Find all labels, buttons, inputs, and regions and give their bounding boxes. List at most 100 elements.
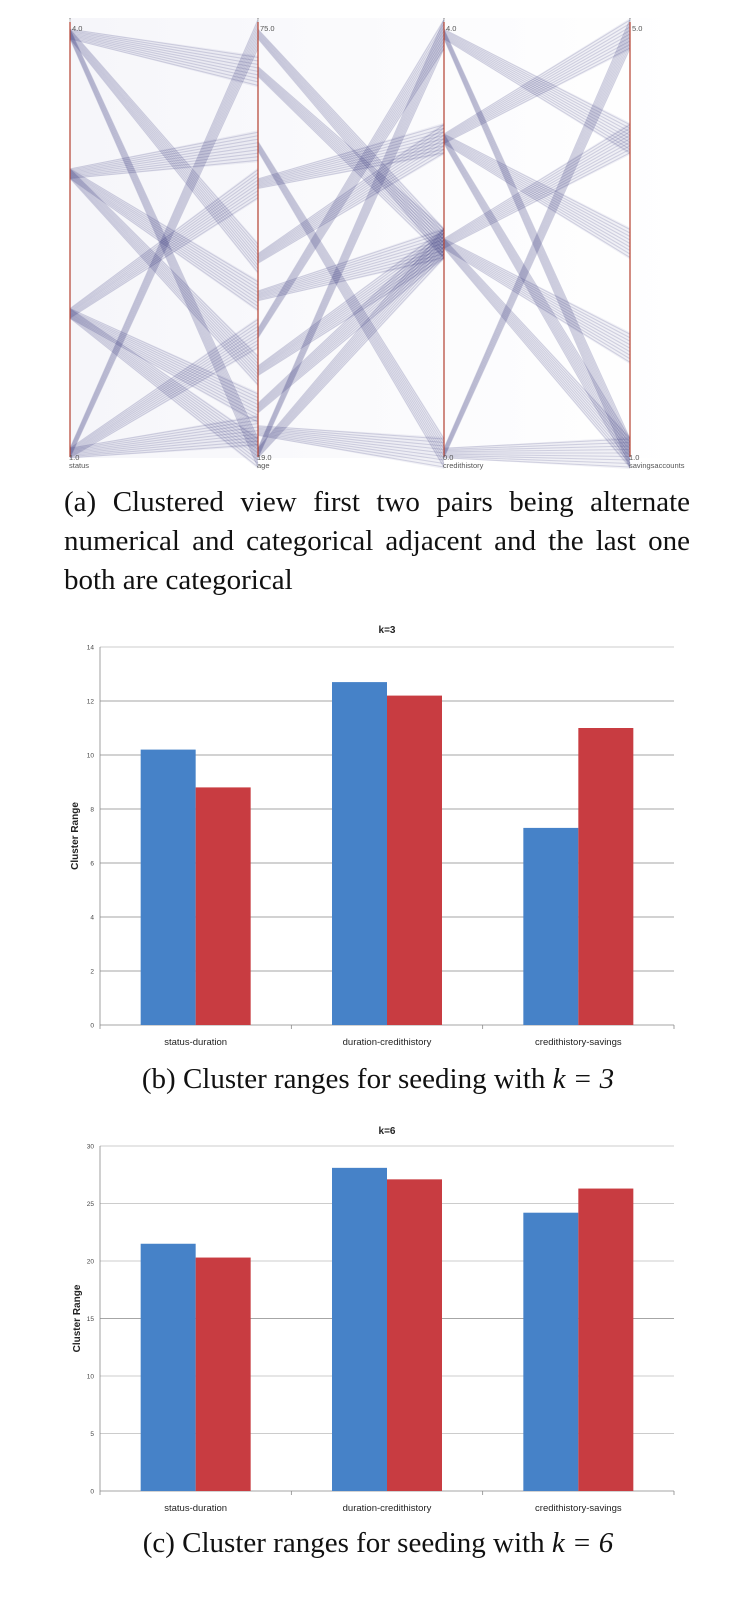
cluster-band-line <box>443 152 631 249</box>
cluster-band-line <box>257 428 445 451</box>
bar-duration-credithistory-series-2 <box>387 695 442 1025</box>
cluster-band-line <box>443 138 631 454</box>
cluster-band-line <box>69 310 259 402</box>
cluster-band-line <box>69 172 259 293</box>
cluster-band-line <box>69 309 259 399</box>
chart-title: k=6 <box>379 1126 396 1137</box>
cluster-band-line <box>257 253 445 301</box>
cluster-band-line <box>69 309 259 443</box>
cluster-band <box>70 130 258 179</box>
parallel-coordinates-plot: ↑ 4.0 1.0 status ↑ 75.0 19.0 age ↑ 4.0 0.0 credithi… <box>58 10 688 480</box>
cluster-band-line <box>257 75 445 258</box>
cluster-band-line <box>69 176 259 382</box>
cluster-band-line <box>257 141 445 186</box>
cluster-band <box>444 18 630 458</box>
cluster-band-line <box>443 35 631 147</box>
cluster-band-line <box>69 156 259 178</box>
cluster-band-line <box>257 68 445 237</box>
cluster-band-line <box>69 314 259 413</box>
cluster-band-line <box>443 23 631 136</box>
cluster-band-line <box>443 37 631 464</box>
cluster-band-line <box>257 127 445 181</box>
cluster-band-line <box>69 33 259 454</box>
cluster-band-line <box>69 311 259 406</box>
cluster-band <box>70 29 258 469</box>
cluster-band-line <box>443 239 631 443</box>
cluster-band-line <box>257 71 445 244</box>
cluster-band-line <box>257 144 445 450</box>
cluster-band-line <box>443 23 631 450</box>
caption-b-text: Cluster ranges for seeding with <box>182 1063 553 1095</box>
cluster-band-line <box>257 229 445 367</box>
cluster-band-line <box>443 47 631 459</box>
y-tick-label: 25 <box>87 1201 95 1208</box>
bar-duration-credithistory-series-1 <box>332 682 387 1025</box>
caption-b-k: k = 3 <box>552 1063 615 1095</box>
cluster-band-line <box>257 232 445 368</box>
cluster-band-line <box>257 36 445 251</box>
cluster-band <box>444 29 630 155</box>
cluster-band-line <box>443 135 631 237</box>
axis-name-credithistory: credithistory <box>443 461 484 470</box>
cluster-band-line <box>257 246 445 298</box>
bar-credithistory-savings-series-1 <box>523 1212 579 1491</box>
cluster-band-line <box>257 145 445 454</box>
cluster-band <box>70 317 258 458</box>
cluster-band-line <box>257 30 445 333</box>
y-tick-label: 8 <box>90 807 94 814</box>
axis-min-label-savingsaccounts: 1.0 <box>629 453 639 462</box>
x-tick-label: duration-credithistory <box>343 1503 432 1514</box>
axis-max-label-savingsaccounts: 5.0 <box>632 24 642 33</box>
cluster-band-line <box>69 169 259 286</box>
cluster-band-line <box>69 152 259 177</box>
cluster-band-line <box>69 170 259 290</box>
caption-b-tag: (b) <box>141 1063 176 1095</box>
cluster-band-line <box>69 433 259 455</box>
cluster-band-line <box>69 308 259 440</box>
cluster-band-line <box>257 431 445 458</box>
y-tick-label: 0 <box>90 1023 94 1030</box>
cluster-band-line <box>69 34 259 263</box>
cluster-band-line <box>69 40 259 456</box>
cluster-band-line <box>69 316 259 420</box>
cluster-band-line <box>443 37 631 455</box>
axis-name-age: age <box>257 461 270 470</box>
cluster-band-line <box>69 178 259 386</box>
cluster-band-line <box>69 416 259 449</box>
cluster-band-line <box>257 246 445 455</box>
cluster-band-line <box>443 33 631 140</box>
cluster-band-line <box>69 169 259 309</box>
cluster-band <box>258 66 444 260</box>
cluster-band-line <box>69 174 259 300</box>
cluster-band-line <box>69 444 259 459</box>
cluster-band-line <box>69 183 259 314</box>
cluster-band-line <box>69 145 259 175</box>
cluster-band-line <box>257 134 445 183</box>
cluster-band-line <box>443 134 631 234</box>
cluster-band-line <box>257 229 445 404</box>
cluster-band-line <box>257 430 445 454</box>
cluster-band-line <box>69 33 259 72</box>
cluster-band-line <box>257 425 445 440</box>
cluster-band-line <box>69 34 259 457</box>
cluster-band-line <box>257 426 445 444</box>
cluster-band-line <box>443 30 631 443</box>
cluster-band-line <box>257 44 445 338</box>
cluster-band-line <box>69 332 259 454</box>
cluster-band-line <box>443 448 631 453</box>
cluster-band-line <box>257 434 445 468</box>
cluster-band-line <box>257 131 445 182</box>
cluster-band-line <box>443 453 631 458</box>
cluster-band-line <box>69 339 259 456</box>
x-tick-label: status-duration <box>164 1037 227 1048</box>
cluster-band-line <box>69 26 259 451</box>
cluster-band-line <box>257 228 445 292</box>
cluster-band-line <box>443 243 631 349</box>
cluster-band-line <box>69 430 259 454</box>
cluster-band <box>70 414 258 458</box>
cluster-band <box>444 18 630 144</box>
cluster-band-line <box>257 145 445 187</box>
cluster-band <box>70 308 258 425</box>
cluster-band-line <box>69 190 259 317</box>
cluster-band-line <box>257 152 445 264</box>
